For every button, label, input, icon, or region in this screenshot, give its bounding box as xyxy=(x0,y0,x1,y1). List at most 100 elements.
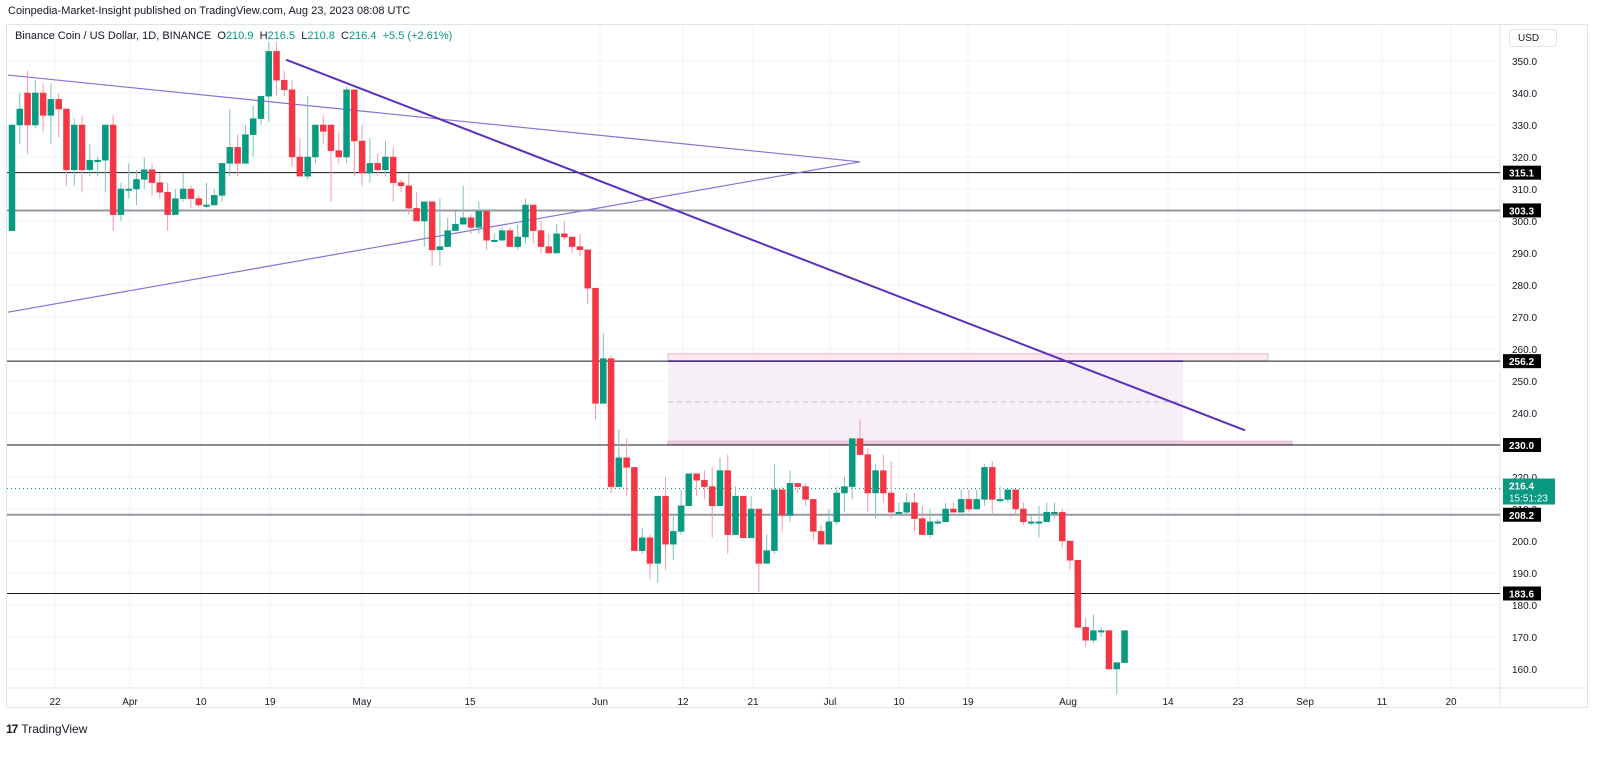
candle-bearish[interactable] xyxy=(568,236,576,247)
candle-bearish[interactable] xyxy=(319,124,327,132)
candle-bullish[interactable] xyxy=(1043,511,1050,523)
candle-bearish[interactable] xyxy=(880,470,887,494)
candle-bearish[interactable] xyxy=(778,489,786,516)
candle-bullish[interactable] xyxy=(452,223,459,231)
candle-bullish[interactable] xyxy=(732,495,739,535)
candle-bullish[interactable] xyxy=(218,163,226,196)
candle-bearish[interactable] xyxy=(561,233,568,238)
candle-bearish[interactable] xyxy=(701,479,708,487)
candle-bullish[interactable] xyxy=(638,537,646,551)
candle-bullish[interactable] xyxy=(211,195,218,206)
candle-bearish[interactable] xyxy=(358,140,366,174)
candle-bearish[interactable] xyxy=(623,457,630,468)
candle-bearish[interactable] xyxy=(195,198,202,206)
candle-bearish[interactable] xyxy=(39,92,47,116)
candle-bullish[interactable] xyxy=(1097,630,1105,633)
candle-bullish[interactable] xyxy=(957,499,965,513)
candle-bullish[interactable] xyxy=(459,217,467,225)
candle-bearish[interactable] xyxy=(755,508,763,564)
candle-bullish[interactable] xyxy=(117,188,125,215)
candle-bearish[interactable] xyxy=(584,249,591,289)
candle-bullish[interactable] xyxy=(872,470,879,494)
candle-bullish[interactable] xyxy=(903,502,910,513)
candle-bearish[interactable] xyxy=(919,518,926,535)
candle-bearish[interactable] xyxy=(327,124,335,151)
candle-bearish[interactable] xyxy=(405,185,413,209)
tradingview-logo[interactable]: 17 TradingView xyxy=(6,722,87,736)
candle-bearish[interactable] xyxy=(545,246,553,254)
candle-bearish[interactable] xyxy=(693,473,700,481)
candle-bullish[interactable] xyxy=(312,124,319,158)
candle-bearish[interactable] xyxy=(740,495,747,539)
candle-bullish[interactable] xyxy=(848,438,856,487)
candle-bullish[interactable] xyxy=(32,92,39,126)
candle-bearish[interactable] xyxy=(607,358,615,487)
candle-bullish[interactable] xyxy=(670,531,677,545)
candle-bullish[interactable] xyxy=(304,156,311,177)
candle-bearish[interactable] xyxy=(911,502,918,519)
candle-bearish[interactable] xyxy=(335,150,343,158)
candle-bullish[interactable] xyxy=(833,492,840,523)
candle-bullish[interactable] xyxy=(249,118,257,135)
candle-bullish[interactable] xyxy=(475,211,483,228)
candle-bullish[interactable] xyxy=(47,99,55,116)
candle-bullish[interactable] xyxy=(716,470,724,507)
candle-bullish[interactable] xyxy=(600,358,607,404)
candle-bearish[interactable] xyxy=(63,108,70,171)
candle-bullish[interactable] xyxy=(94,159,101,162)
candle-bearish[interactable] xyxy=(78,124,86,171)
candle-bearish[interactable] xyxy=(374,163,381,171)
candle-bullish[interactable] xyxy=(1035,521,1043,524)
candle-bearish[interactable] xyxy=(1020,508,1027,523)
candle-bearish[interactable] xyxy=(965,499,973,510)
candle-bullish[interactable] xyxy=(172,198,179,215)
candle-bullish[interactable] xyxy=(1121,630,1128,663)
candle-bullish[interactable] xyxy=(444,230,451,247)
candle-bearish[interactable] xyxy=(856,438,864,455)
candle-bearish[interactable] xyxy=(887,492,895,513)
candle-bearish[interactable] xyxy=(483,211,490,241)
candle-bullish[interactable] xyxy=(16,108,24,126)
candle-bullish[interactable] xyxy=(973,499,980,510)
candle-bullish[interactable] xyxy=(895,511,903,514)
candle-bearish[interactable] xyxy=(467,217,475,228)
candle-bullish[interactable] xyxy=(786,483,794,516)
candle-bullish[interactable] xyxy=(366,163,374,174)
candle-bullish[interactable] xyxy=(522,204,529,238)
candle-bullish[interactable] xyxy=(825,521,833,545)
candle-bullish[interactable] xyxy=(498,230,506,241)
candle-bearish[interactable] xyxy=(989,467,996,500)
candle-bullish[interactable] xyxy=(514,236,521,247)
candle-bullish[interactable] xyxy=(677,505,685,532)
candle-bearish[interactable] xyxy=(1012,489,1019,510)
candle-bearish[interactable] xyxy=(802,486,809,500)
candle-bearish[interactable] xyxy=(1082,627,1089,641)
candle-bearish[interactable] xyxy=(148,169,156,183)
currency-button[interactable]: USD xyxy=(1509,29,1557,47)
candle-bearish[interactable] xyxy=(506,230,514,247)
candle-bearish[interactable] xyxy=(351,89,358,142)
candle-bearish[interactable] xyxy=(24,92,31,126)
candle-bearish[interactable] xyxy=(296,156,304,177)
candle-bearish[interactable] xyxy=(187,188,195,199)
candle-bearish[interactable] xyxy=(646,537,654,564)
candle-bullish[interactable] xyxy=(179,188,187,199)
candle-bearish[interactable] xyxy=(156,182,164,193)
candle-bullish[interactable] xyxy=(86,159,94,171)
candle-bearish[interactable] xyxy=(1066,540,1074,561)
candle-bearish[interactable] xyxy=(273,51,280,81)
candle-bullish[interactable] xyxy=(343,89,350,158)
candle-bearish[interactable] xyxy=(724,470,732,535)
candle-bullish[interactable] xyxy=(996,499,1004,502)
candle-bullish[interactable] xyxy=(934,521,942,524)
candle-bullish[interactable] xyxy=(226,147,234,164)
candle-bullish[interactable] xyxy=(8,124,16,231)
candle-bullish[interactable] xyxy=(926,521,934,535)
candle-bearish[interactable] xyxy=(530,204,537,231)
candle-bullish[interactable] xyxy=(257,95,265,119)
candle-bearish[interactable] xyxy=(794,483,802,487)
candle-bullish[interactable] xyxy=(133,179,140,190)
candle-bearish[interactable] xyxy=(576,246,584,251)
descending-trendline[interactable] xyxy=(285,58,1246,432)
